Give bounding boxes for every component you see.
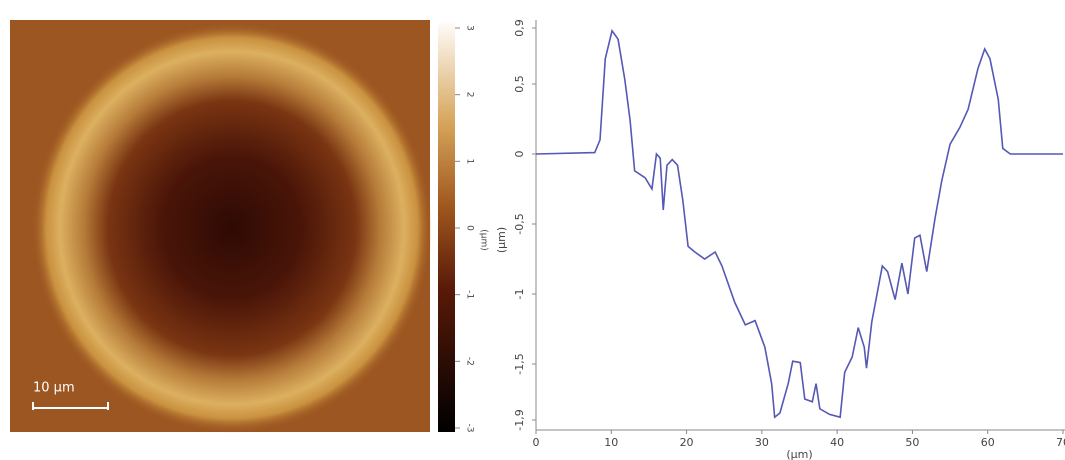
colorbar-tick-label: 0	[465, 225, 475, 231]
scale-bar-label: 10 µm	[33, 381, 75, 396]
y-tick-label: -1,5	[513, 353, 526, 374]
y-tick-label: -0,5	[513, 213, 526, 234]
profile-line	[535, 28, 1063, 419]
y-tick-label: -1,9	[513, 409, 526, 430]
colorbar-tick-label: -1	[465, 290, 475, 299]
x-tick-label: 70	[1056, 436, 1065, 449]
y-tick-label: -1	[513, 289, 526, 300]
y-axis-label: (µm)	[495, 227, 508, 253]
colorbar-tick-label: 1	[465, 158, 475, 164]
colorbar-tick-label: -3	[465, 424, 475, 433]
x-axis-label: (µm)	[786, 448, 812, 460]
x-tick-label: 60	[981, 436, 995, 449]
x-tick-label: 10	[604, 436, 618, 449]
colorbar-tick-label: 2	[465, 92, 475, 98]
afm-image: 10 µm	[10, 20, 432, 433]
colorbar-tick-label: -2	[465, 357, 475, 366]
y-tick-label: 0,5	[513, 75, 526, 93]
x-tick-label: 50	[905, 436, 919, 449]
y-tick-label: 0	[513, 151, 526, 158]
crater	[32, 23, 432, 433]
x-tick-label: 20	[680, 436, 694, 449]
colorbar	[438, 20, 455, 432]
y-tick-label: 0,9	[513, 19, 526, 37]
x-tick-label: 30	[755, 436, 769, 449]
x-tick-label: 0	[533, 436, 540, 449]
colorbar-label: (µm)	[479, 229, 489, 251]
x-tick-label: 40	[830, 436, 844, 449]
colorbar-tick-label: 3	[465, 25, 475, 31]
